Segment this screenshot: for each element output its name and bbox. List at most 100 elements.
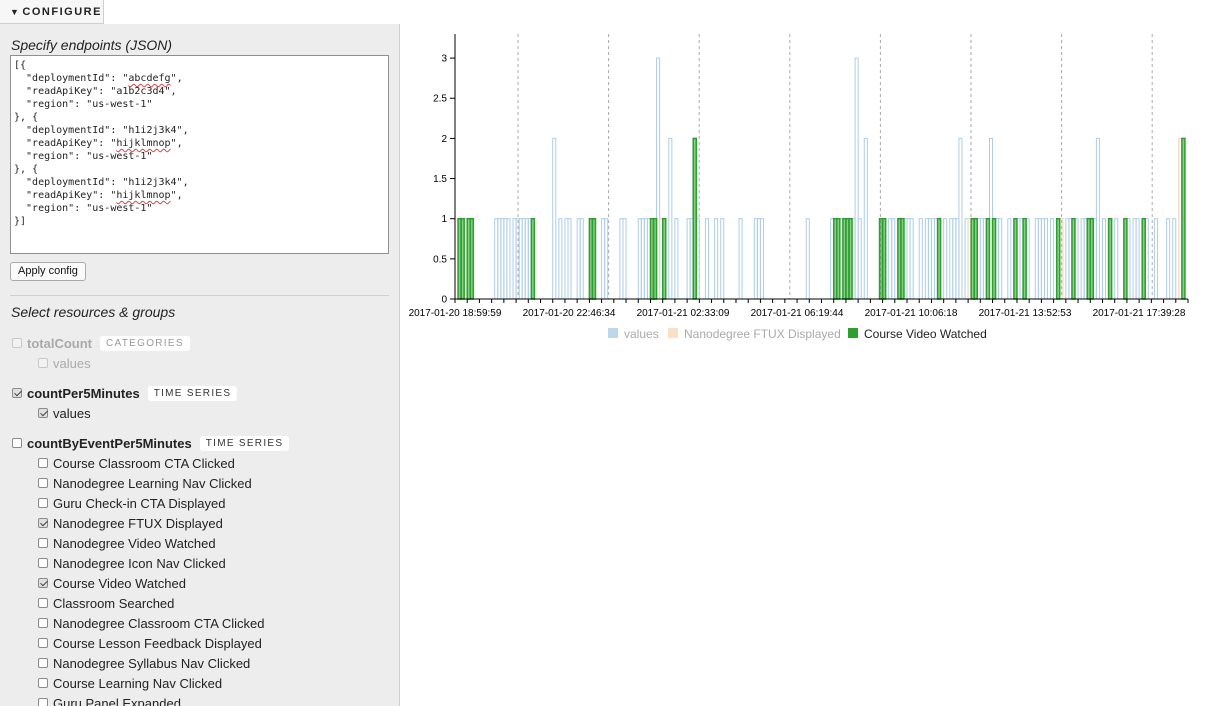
series-label: Guru Panel Expanded — [53, 695, 181, 706]
bar-course-video-watched — [1071, 217, 1076, 300]
bar-values — [958, 137, 963, 300]
y-tick-label: 2.5 — [433, 94, 447, 105]
bar-values — [1114, 218, 1119, 300]
series-item-row[interactable]: Guru Panel Expanded — [38, 693, 181, 706]
group-row-totalCount[interactable]: totalCount CATEGORIES — [12, 333, 190, 353]
bar-values — [1043, 218, 1049, 300]
x-tick-label: 2017-01-20 18:59:59 — [409, 308, 502, 319]
series-checkbox[interactable] — [38, 498, 48, 508]
series-checkbox[interactable] — [38, 578, 48, 588]
series-item-row[interactable]: Nanodegree FTUX Displayed — [38, 513, 223, 533]
section-divider — [10, 295, 389, 296]
x-tick-label: 2017-01-21 17:39:28 — [1093, 308, 1186, 319]
y-tick-label: 1.5 — [433, 174, 447, 185]
bar-course-video-watched — [469, 217, 475, 300]
bar-course-video-watched — [1107, 217, 1113, 300]
bar-values — [857, 218, 862, 300]
series-item-row[interactable]: values — [38, 353, 91, 373]
series-label: Nanodegree FTUX Displayed — [53, 515, 223, 531]
series-label: Nanodegree Classroom CTA Clicked — [53, 615, 265, 631]
legend-swatch — [848, 328, 858, 338]
series-label: values — [53, 405, 91, 421]
series-checkbox[interactable] — [38, 618, 48, 628]
x-tick-label: 2017-01-21 06:19:44 — [751, 308, 844, 319]
series-label: Nanodegree Syllabus Nav Clicked — [53, 655, 251, 671]
configure-tab[interactable]: ▼ CONFIGURE — [0, 0, 104, 24]
series-checkbox[interactable] — [38, 598, 48, 608]
series-label: Course Video Watched — [53, 575, 186, 591]
series-checkbox[interactable] — [38, 518, 48, 528]
bar-values — [891, 218, 896, 300]
json-text-segment: "deploymentId": " — [14, 73, 129, 84]
series-label: Nanodegree Learning Nav Clicked — [53, 475, 252, 491]
time-series-chart: 0 0.5 1 1.5 2 2.5 3 2017-01-20 18:59:59 2017-01-… — [409, 34, 1189, 341]
series-checkbox[interactable] — [38, 408, 48, 418]
bar-values — [674, 218, 679, 300]
series-item-row[interactable]: Classroom Searched — [38, 593, 174, 613]
bar-values — [720, 218, 725, 300]
bar-values — [863, 137, 868, 300]
bar-values — [622, 218, 627, 300]
bar-values — [1135, 218, 1140, 300]
group-row-countPer5Minutes[interactable]: countPer5Minutes TIME SERIES — [12, 383, 238, 403]
series-checkbox[interactable] — [38, 638, 48, 648]
series-checkbox[interactable] — [38, 458, 48, 468]
series-label: Course Lesson Feedback Displayed — [53, 635, 262, 651]
bar-course-video-watched — [985, 217, 991, 300]
bar-values — [552, 137, 557, 300]
bar-course-video-watched — [460, 217, 465, 300]
group-checkbox[interactable] — [12, 338, 22, 348]
bar-values — [668, 137, 673, 300]
json-text-segment: "readApiKey": " — [14, 138, 117, 149]
legend-swatch — [668, 328, 678, 338]
bar-course-video-watched — [1089, 217, 1095, 300]
series-checkbox[interactable] — [38, 358, 48, 368]
group-type-badge: TIME SERIES — [199, 435, 290, 451]
series-checkbox[interactable] — [38, 478, 48, 488]
group-label: countPer5Minutes — [27, 385, 140, 401]
apply-config-button[interactable]: Apply config — [10, 262, 86, 281]
group-row-countByEventPer5Minutes[interactable]: countByEventPer5Minutes TIME SERIES — [12, 433, 290, 453]
bar-course-video-watched — [973, 217, 979, 300]
bar-course-video-watched — [591, 217, 597, 300]
y-tick-label: 3 — [441, 54, 447, 65]
series-label: Nanodegree Video Watched — [53, 535, 216, 551]
series-item-row[interactable]: Guru Check-in CTA Displayed — [38, 493, 225, 513]
bar-values — [1101, 218, 1107, 300]
group-label: totalCount — [27, 335, 92, 351]
bar-values — [558, 218, 563, 300]
series-item-row[interactable]: Nanodegree Learning Nav Clicked — [38, 473, 252, 493]
series-item-row[interactable]: Nanodegree Classroom CTA Clicked — [38, 613, 264, 633]
series-item-row[interactable]: Course Classroom CTA Clicked — [38, 453, 235, 473]
bar-values — [1095, 137, 1100, 300]
json-text-segment: ", — [170, 190, 183, 201]
bar-values — [714, 218, 719, 300]
series-item-row[interactable]: Course Video Watched — [38, 573, 186, 593]
y-tick-label: 1 — [441, 214, 447, 225]
bar-values — [704, 218, 709, 300]
bar-values — [805, 218, 810, 300]
series-checkbox[interactable] — [38, 678, 48, 688]
series-item-row[interactable]: values — [38, 403, 91, 423]
series-item-row[interactable]: Course Learning Nav Clicked — [38, 673, 222, 693]
x-tick-label: 2017-01-21 13:52:53 — [979, 308, 1072, 319]
legend-label: values — [624, 327, 659, 341]
endpoints-title: Specify endpoints (JSON) — [11, 37, 173, 53]
series-item-row[interactable]: Nanodegree Video Watched — [38, 533, 216, 553]
legend-label: Course Video Watched — [864, 327, 987, 341]
series-checkbox[interactable] — [38, 558, 48, 568]
series-item-row[interactable]: Nanodegree Icon Nav Clicked — [38, 553, 226, 573]
group-checkbox[interactable] — [12, 388, 22, 398]
series-checkbox[interactable] — [38, 538, 48, 548]
group-checkbox[interactable] — [12, 438, 22, 448]
bar-values — [738, 218, 743, 300]
series-checkbox[interactable] — [38, 698, 48, 706]
series-item-row[interactable]: Nanodegree Syllabus Nav Clicked — [38, 653, 250, 673]
series-checkbox[interactable] — [38, 658, 48, 668]
endpoints-json-textarea[interactable]: [{ "deploymentId": "abcdefg", "readApiKe… — [10, 55, 389, 254]
series-label: Nanodegree Icon Nav Clicked — [53, 555, 226, 571]
bar-values — [1166, 218, 1171, 300]
bar-values — [1172, 218, 1177, 300]
series-item-row[interactable]: Course Lesson Feedback Displayed — [38, 633, 262, 653]
json-text-segment: }, { — [14, 112, 39, 123]
